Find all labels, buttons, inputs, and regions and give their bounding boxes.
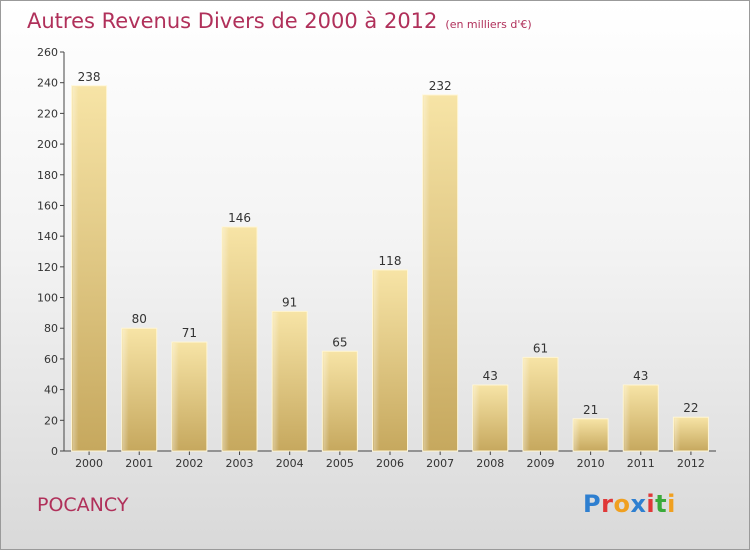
x-tick-label: 2011 xyxy=(627,457,655,470)
data-label: 43 xyxy=(483,369,498,383)
logo-letter: i xyxy=(646,490,656,518)
x-tick-label: 2005 xyxy=(326,457,354,470)
bar-highlight xyxy=(523,358,530,450)
logo-letter: P xyxy=(583,490,602,518)
data-label: 118 xyxy=(379,254,402,268)
y-tick-label: 200 xyxy=(37,138,58,151)
data-label: 65 xyxy=(332,335,347,349)
bar-highlight xyxy=(223,227,230,450)
chart-title: Autres Revenus Divers de 2000 à 2012 (en … xyxy=(27,9,532,33)
x-tick-label: 2001 xyxy=(125,457,153,470)
data-label: 232 xyxy=(429,79,452,93)
data-label: 22 xyxy=(683,401,698,415)
y-tick-label: 220 xyxy=(37,107,58,120)
proxiti-logo: Proxiti xyxy=(583,490,676,518)
bar-highlight xyxy=(674,418,681,450)
axes: 0 20 40 60 80 100 120 140 160 180 200 220 240 260 2000… xyxy=(37,46,716,470)
data-label: 91 xyxy=(282,295,297,309)
bar-highlight xyxy=(172,343,179,450)
bar-highlight xyxy=(122,329,129,450)
commune-name: POCANCY xyxy=(37,494,129,516)
title-text: Autres Revenus Divers de 2000 à 2012 xyxy=(27,9,438,33)
y-tick-label: 240 xyxy=(37,77,58,90)
x-tick-label: 2002 xyxy=(175,457,203,470)
y-tick-label: 260 xyxy=(37,46,58,59)
x-tick-label: 2003 xyxy=(226,457,254,470)
y-tick-label: 140 xyxy=(37,230,58,243)
logo-letter: r xyxy=(601,490,614,518)
bars: 238 80 71 146 91 65 118 232 43 61 21 43 22 xyxy=(71,70,709,452)
logo-letter: i xyxy=(667,490,676,518)
bar-highlight xyxy=(624,386,631,450)
y-tick-label: 100 xyxy=(37,292,58,305)
logo-letter: o xyxy=(613,490,631,518)
bar-highlight xyxy=(323,352,330,450)
y-tick-label: 160 xyxy=(37,199,58,212)
data-label: 21 xyxy=(583,403,598,417)
x-tick-label: 2010 xyxy=(577,457,605,470)
x-tick-label: 2009 xyxy=(526,457,554,470)
bar-highlight xyxy=(72,86,79,450)
logo-letter: x xyxy=(630,490,647,518)
y-tick-label: 60 xyxy=(44,353,58,366)
x-tick-label: 2007 xyxy=(426,457,454,470)
logo-letter: t xyxy=(655,490,668,518)
x-tick-label: 2008 xyxy=(476,457,504,470)
chart-subtitle: (en milliers d'€) xyxy=(445,18,532,31)
y-tick-label: 180 xyxy=(37,169,58,182)
y-tick-label: 120 xyxy=(37,261,58,274)
data-label: 80 xyxy=(132,312,147,326)
x-tick-label: 2006 xyxy=(376,457,404,470)
bar-highlight xyxy=(423,95,430,450)
bar-highlight xyxy=(574,419,581,450)
data-label: 71 xyxy=(182,326,197,340)
y-tick-label: 80 xyxy=(44,322,58,335)
x-tick-label: 2000 xyxy=(75,457,103,470)
bar-highlight xyxy=(473,386,480,450)
data-label: 146 xyxy=(228,211,251,225)
x-tick-label: 2004 xyxy=(276,457,304,470)
y-tick-label: 0 xyxy=(51,445,58,458)
data-label: 43 xyxy=(633,369,648,383)
y-tick-label: 40 xyxy=(44,384,58,397)
bar-highlight xyxy=(273,312,280,450)
x-tick-label: 2012 xyxy=(677,457,705,470)
data-label: 61 xyxy=(533,341,548,355)
bar-highlight xyxy=(373,270,380,450)
y-tick-label: 20 xyxy=(44,414,58,427)
data-label: 238 xyxy=(78,70,101,84)
